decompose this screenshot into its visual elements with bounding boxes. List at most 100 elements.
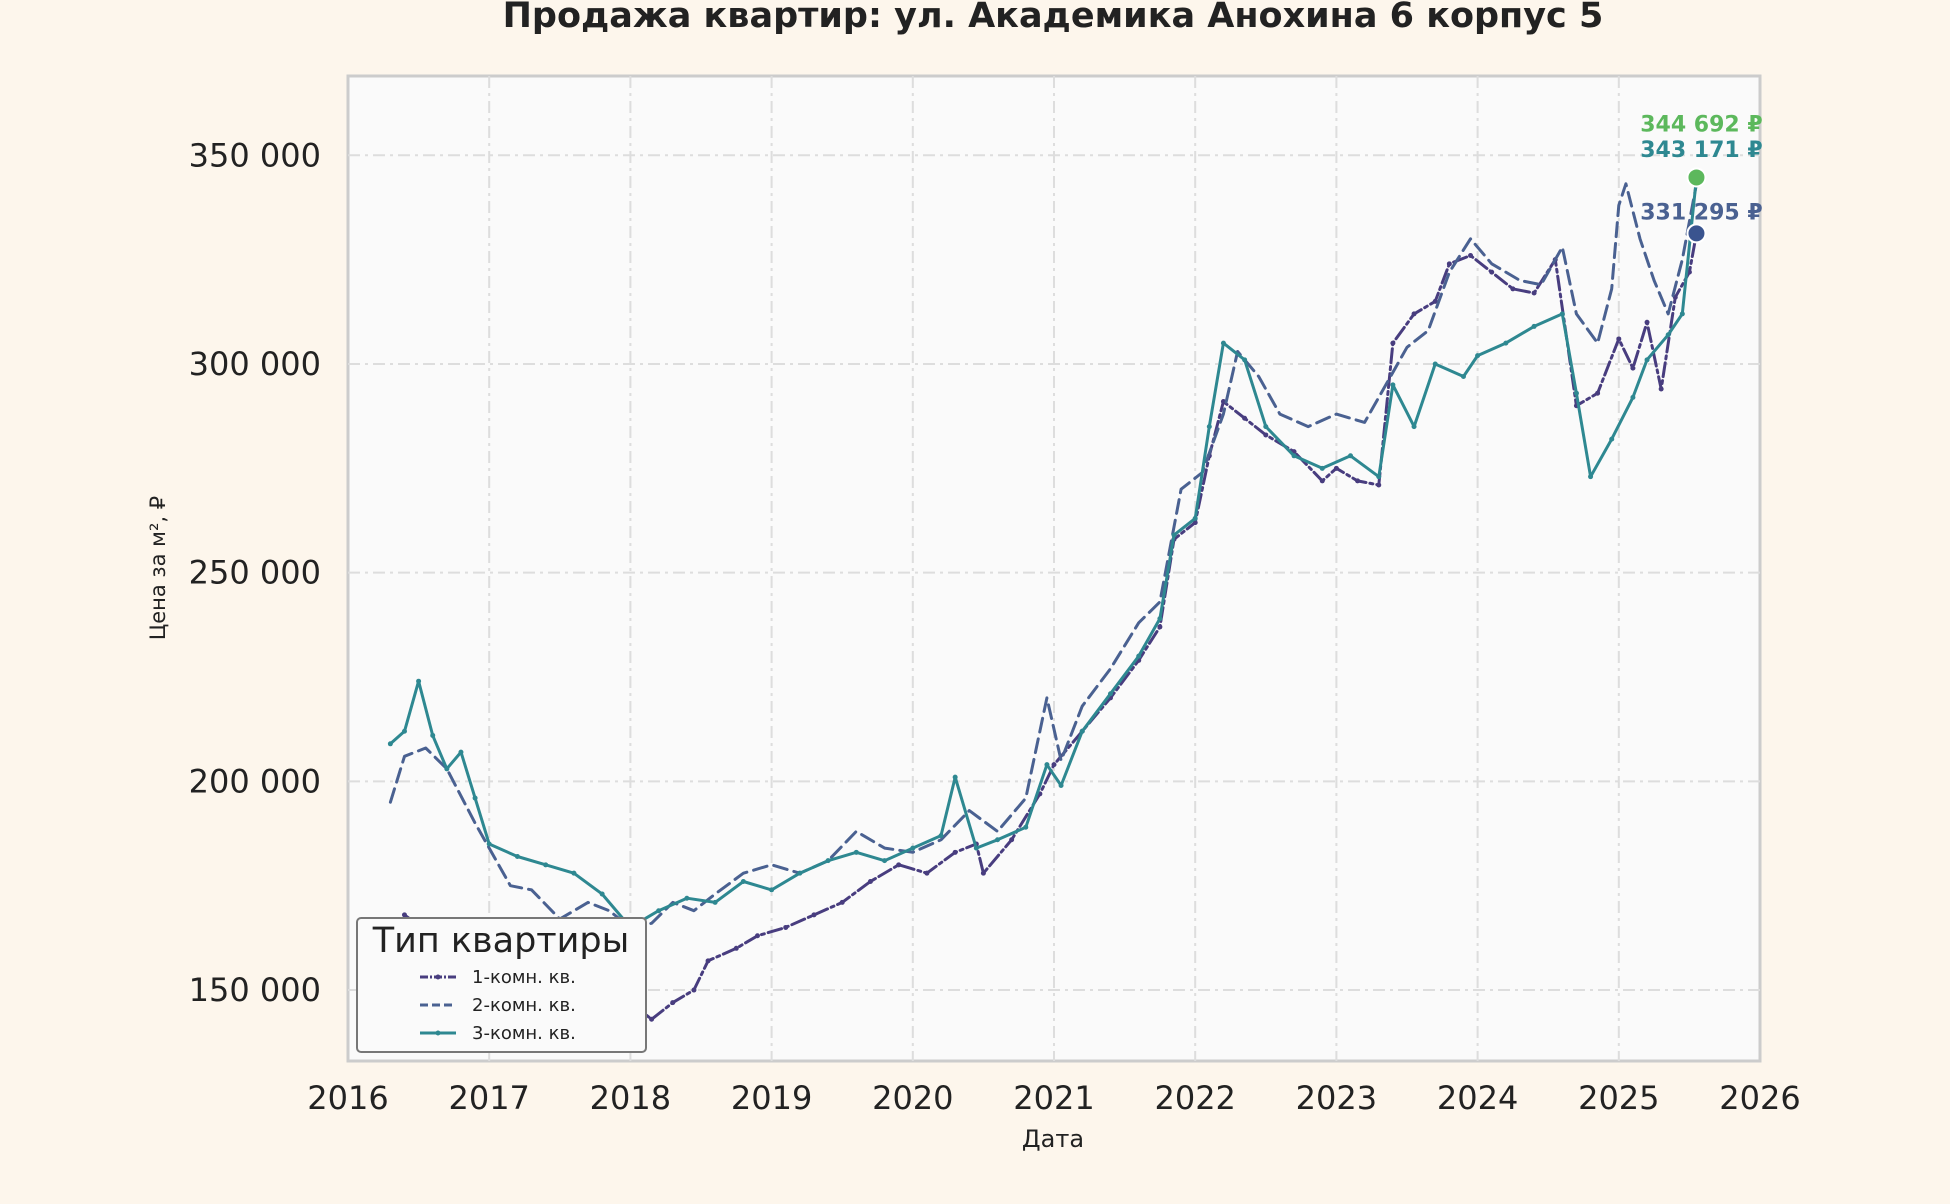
data-point xyxy=(1531,290,1537,296)
x-tick-label: 2018 xyxy=(590,1079,671,1117)
legend-title: Тип квартиры xyxy=(372,921,630,961)
data-point xyxy=(910,845,916,851)
data-point xyxy=(656,908,662,914)
data-point xyxy=(1192,520,1198,526)
x-tick-label: 2023 xyxy=(1296,1079,1377,1117)
data-point xyxy=(649,1016,655,1022)
series-2 xyxy=(388,182,1698,929)
value-annotation: 331 295 ₽ xyxy=(1640,200,1762,225)
y-tick-label: 250 000 xyxy=(189,554,321,592)
chart-title: Продажа квартир: ул. Академика Анохина 6… xyxy=(503,0,1604,36)
data-point xyxy=(691,987,697,993)
x-axis-label: Дата xyxy=(1022,1125,1084,1153)
data-point xyxy=(839,899,845,905)
data-point xyxy=(1510,286,1516,292)
data-point xyxy=(754,933,760,939)
data-point xyxy=(430,732,436,738)
y-tick-label: 150 000 xyxy=(189,971,321,1009)
data-point xyxy=(1009,837,1015,843)
data-point xyxy=(1333,465,1339,471)
data-point xyxy=(783,924,789,930)
legend-box xyxy=(356,917,647,1053)
data-point xyxy=(1644,357,1650,363)
grid xyxy=(348,76,1760,1061)
data-point xyxy=(740,879,746,885)
x-tick-label: 2017 xyxy=(448,1079,529,1117)
data-point xyxy=(1157,624,1163,630)
data-point xyxy=(1559,311,1565,317)
data-point xyxy=(980,870,986,876)
data-point xyxy=(571,870,577,876)
value-annotation: 344 692 ₽ xyxy=(1640,112,1762,137)
data-point xyxy=(705,958,711,964)
data-point xyxy=(1609,436,1615,442)
legend-label: 1-комн. кв. xyxy=(472,967,576,988)
data-point xyxy=(1136,653,1142,659)
data-point xyxy=(938,833,944,839)
data-point xyxy=(1355,478,1361,484)
data-point xyxy=(543,862,549,868)
legend-entries: 1-комн. кв. 2-комн. кв. 3-комн. кв. xyxy=(420,967,576,1044)
data-point xyxy=(416,678,422,684)
data-point xyxy=(995,837,1001,843)
data-point xyxy=(1630,365,1636,371)
data-point xyxy=(1376,482,1382,488)
data-point xyxy=(1376,474,1382,480)
x-tick-label: 2026 xyxy=(1719,1079,1800,1117)
data-point xyxy=(486,841,492,847)
data-point xyxy=(1157,616,1163,622)
y-tick-label: 350 000 xyxy=(189,136,321,174)
data-point xyxy=(1171,532,1177,538)
data-point xyxy=(1079,728,1085,734)
series-3 xyxy=(387,174,1699,930)
data-point xyxy=(1220,399,1226,405)
data-point xyxy=(472,795,478,801)
data-point xyxy=(1468,252,1474,258)
data-point xyxy=(867,879,873,885)
data-point xyxy=(1432,298,1438,304)
series-line xyxy=(388,182,1698,929)
data-point xyxy=(387,741,393,747)
data-point xyxy=(853,849,859,855)
x-axis: 2016 2017 2018 2019 2020 2021 2022 2023 2024 2025… xyxy=(307,1079,1800,1117)
data-point xyxy=(1489,269,1495,275)
data-point xyxy=(1319,465,1325,471)
y-axis-label: Цена за м², ₽ xyxy=(146,496,170,640)
data-point xyxy=(1679,311,1685,317)
legend-marker xyxy=(435,1030,441,1036)
data-point xyxy=(1107,691,1113,697)
data-point xyxy=(1665,332,1671,338)
data-point xyxy=(811,912,817,918)
x-tick-label: 2022 xyxy=(1154,1079,1235,1117)
data-point xyxy=(1206,424,1212,430)
data-point xyxy=(924,870,930,876)
data-point xyxy=(1432,361,1438,367)
data-point xyxy=(1242,415,1248,421)
y-axis: 150 000 200 000 250 000 300 000 350 000 xyxy=(189,136,321,1009)
legend-marker xyxy=(435,974,441,980)
end-marker xyxy=(1686,223,1707,244)
data-point xyxy=(1023,824,1029,830)
x-tick-label: 2020 xyxy=(872,1079,953,1117)
data-point xyxy=(1220,340,1226,346)
data-point xyxy=(1658,386,1664,392)
data-point xyxy=(1263,432,1269,438)
data-point xyxy=(1319,478,1325,484)
data-point xyxy=(684,895,690,901)
legend: Тип квартиры 1-комн. кв. 2-комн. кв. 3-ком… xyxy=(356,917,647,1053)
data-point xyxy=(1630,394,1636,400)
x-tick-label: 2016 xyxy=(307,1079,388,1117)
data-point xyxy=(514,853,520,859)
legend-label: 2-комн. кв. xyxy=(472,995,576,1016)
data-point xyxy=(712,899,718,905)
data-point xyxy=(458,749,464,755)
data-point xyxy=(1390,382,1396,388)
data-point xyxy=(1044,762,1050,768)
x-tick-label: 2024 xyxy=(1437,1079,1518,1117)
data-point xyxy=(825,858,831,864)
data-point xyxy=(1411,424,1417,430)
end-marker xyxy=(1686,167,1707,188)
data-point xyxy=(599,891,605,897)
data-point xyxy=(444,766,450,772)
